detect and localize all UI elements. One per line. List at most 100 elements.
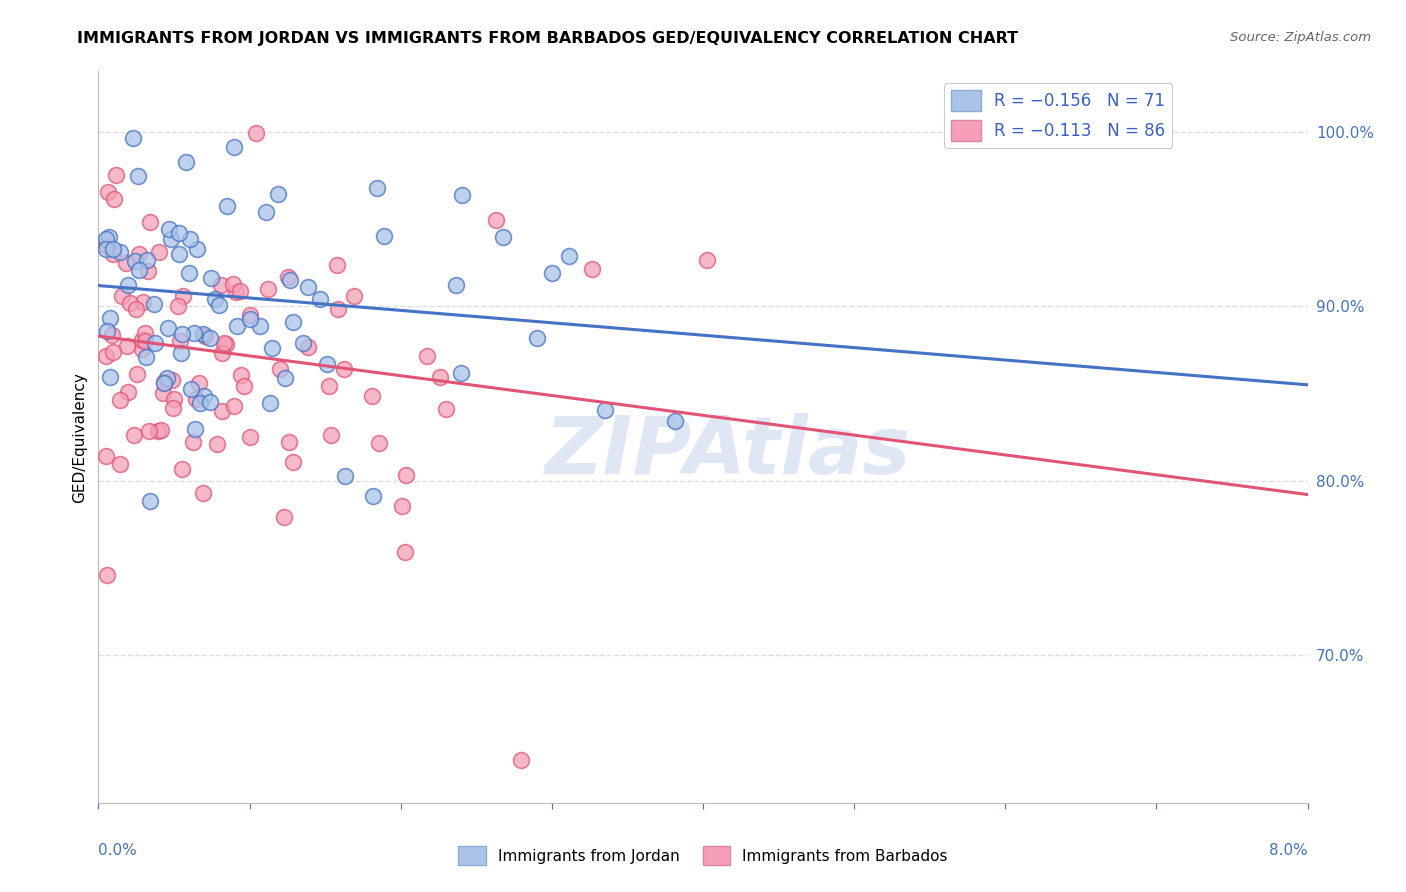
Point: [124, 253, 146, 268]
Point: [131, 295, 153, 310]
Point: [308, 292, 330, 306]
Text: 0.0%: 0.0%: [98, 843, 138, 858]
Point: [277, 270, 299, 285]
Point: [224, 140, 246, 154]
Point: [97, 186, 120, 200]
Point: [200, 394, 222, 409]
Point: [108, 392, 131, 407]
Point: [664, 414, 686, 428]
Point: [100, 310, 122, 325]
Point: [394, 544, 416, 558]
Point: [226, 319, 249, 334]
Point: [170, 346, 193, 360]
Point: [200, 331, 222, 345]
Point: [135, 350, 157, 364]
Point: [170, 461, 193, 475]
Legend: R = −0.156   N = 71, R = −0.113   N = 86: R = −0.156 N = 71, R = −0.113 N = 86: [945, 83, 1173, 148]
Point: [222, 277, 245, 291]
Point: [183, 326, 205, 341]
Point: [395, 467, 418, 482]
Point: [446, 278, 468, 293]
Point: [363, 489, 385, 503]
Legend: Immigrants from Jordan, Immigrants from Barbados: Immigrants from Jordan, Immigrants from …: [453, 840, 953, 871]
Point: [134, 334, 156, 348]
Point: [211, 346, 233, 360]
Point: [94, 232, 117, 246]
Point: [139, 215, 162, 229]
Point: [127, 169, 149, 184]
Point: [696, 253, 718, 268]
Point: [207, 298, 229, 312]
Point: [94, 237, 117, 252]
Point: [229, 284, 252, 298]
Point: [291, 335, 314, 350]
Point: [108, 457, 131, 471]
Point: [269, 361, 291, 376]
Text: IMMIGRANTS FROM JORDAN VS IMMIGRANTS FROM BARBADOS GED/EQUIVALENCY CORRELATION C: IMMIGRANTS FROM JORDAN VS IMMIGRANTS FRO…: [77, 31, 1018, 46]
Point: [124, 427, 146, 442]
Point: [190, 395, 212, 409]
Point: [191, 486, 214, 500]
Point: [180, 382, 202, 396]
Point: [186, 392, 208, 406]
Point: [111, 288, 134, 302]
Point: [94, 349, 117, 363]
Point: [278, 435, 301, 450]
Point: [143, 297, 166, 311]
Point: [179, 231, 201, 245]
Point: [429, 370, 451, 384]
Point: [148, 245, 170, 260]
Point: [273, 509, 295, 524]
Point: [450, 366, 472, 380]
Point: [169, 226, 191, 240]
Point: [167, 299, 190, 313]
Point: [366, 181, 388, 195]
Point: [326, 302, 349, 317]
Point: [581, 261, 603, 276]
Point: [186, 243, 208, 257]
Point: [174, 154, 197, 169]
Point: [214, 335, 236, 350]
Point: [136, 252, 159, 267]
Point: [117, 278, 139, 293]
Point: [179, 266, 201, 280]
Point: [118, 296, 141, 310]
Point: [225, 285, 247, 299]
Point: [510, 753, 533, 767]
Point: [167, 247, 190, 261]
Point: [191, 327, 214, 342]
Point: [222, 399, 245, 413]
Point: [391, 499, 413, 513]
Point: [138, 424, 160, 438]
Point: [436, 402, 458, 417]
Point: [125, 301, 148, 316]
Point: [96, 567, 118, 582]
Point: [115, 339, 138, 353]
Point: [160, 231, 183, 245]
Point: [104, 168, 127, 182]
Point: [200, 270, 222, 285]
Point: [162, 392, 184, 406]
Text: 8.0%: 8.0%: [1268, 843, 1308, 858]
Point: [540, 266, 562, 280]
Point: [101, 242, 124, 256]
Point: [281, 314, 304, 328]
Point: [152, 386, 174, 401]
Point: [343, 289, 366, 303]
Point: [128, 247, 150, 261]
Point: [169, 334, 191, 349]
Point: [117, 384, 139, 399]
Point: [239, 429, 262, 443]
Point: [239, 311, 262, 326]
Point: [283, 455, 305, 469]
Point: [245, 126, 267, 140]
Point: [333, 468, 356, 483]
Point: [97, 230, 120, 244]
Point: [172, 289, 194, 303]
Point: [249, 319, 271, 334]
Point: [157, 222, 180, 236]
Point: [94, 449, 117, 463]
Point: [194, 329, 217, 343]
Point: [319, 428, 342, 442]
Point: [232, 378, 254, 392]
